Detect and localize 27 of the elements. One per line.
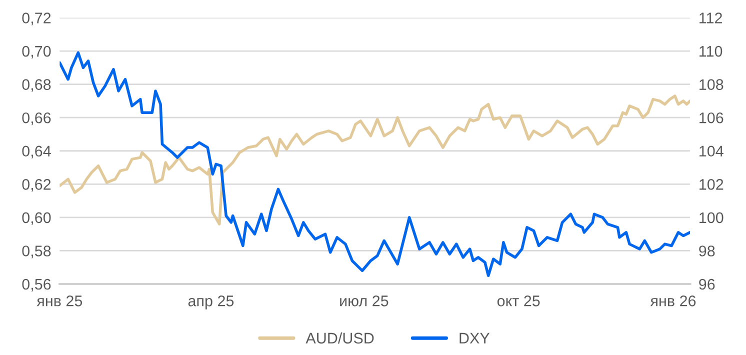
y2-tick-label: 100 [700,212,724,224]
line-series [60,51,690,278]
y-tick-label: 0,62 [22,179,51,192]
y2-tick-label: 110 [700,46,722,57]
y2-tick-label: 98 [699,246,715,256]
y-tick-label: 0,60 [22,212,51,225]
y2-tick-label: 112 [700,12,722,24]
y-tick-label: 0,70 [22,46,51,59]
y2-tick-label: 96 [699,278,715,290]
y2-tick-label: 104 [700,146,724,157]
y-tick-label: 0,66 [22,112,51,126]
y-tick-label: 0,58 [22,246,51,258]
y-tick-label: 0,68 [22,79,51,92]
y2-tick-label: 106 [700,112,724,124]
y-tick-label: 0,72 [22,12,51,26]
legend-label: DXY [460,332,490,344]
legend-label: AUD/USD [306,332,374,344]
x-tick-label: янв 26 [650,296,696,306]
y-tick-label: 0,64 [22,146,51,158]
y2-tick-label: 102 [700,179,724,190]
y-tick-label: 0,56 [22,278,51,292]
x-tick-label: июл 25 [340,296,388,306]
x-tick-label: янв 25 [36,296,82,306]
x-tick-label: апр 25 [188,296,234,310]
line-series [60,94,690,226]
x-tick-label: окт 25 [497,296,540,306]
y2-tick-label: 108 [700,79,724,90]
